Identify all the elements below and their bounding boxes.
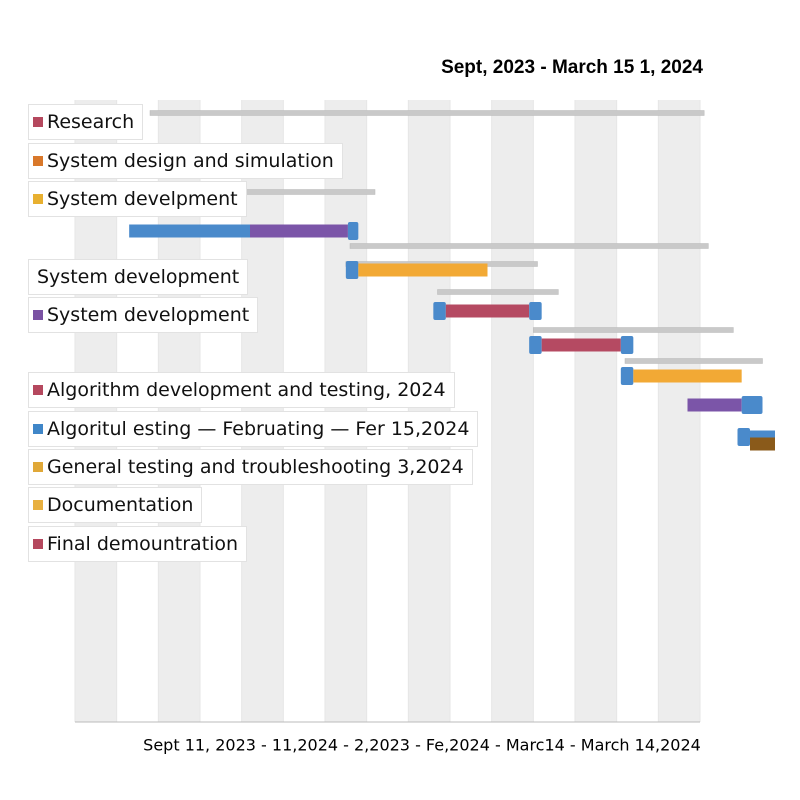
- task-bar: [345, 261, 359, 279]
- legend-item: Research: [28, 104, 144, 140]
- task-bar: [541, 338, 621, 352]
- task-bar: [687, 398, 742, 412]
- legend-label: General testing and troubleshooting 3,20…: [47, 456, 464, 478]
- task-bar: [529, 302, 542, 320]
- legend-swatch: [33, 194, 43, 204]
- span-line: [349, 243, 709, 249]
- task-bar: [129, 224, 250, 238]
- task-bar: [741, 396, 763, 414]
- x-axis-label: Sept 11, 2023 - 11,2024 - 2,2023 - Fe,20…: [143, 736, 701, 755]
- task-bar: [433, 302, 446, 320]
- legend-label: Documentation: [47, 494, 194, 516]
- legend-item: System design and simulation: [28, 143, 343, 179]
- stripe: [491, 100, 534, 722]
- task-bar: [737, 428, 750, 446]
- legend-label: System development: [37, 266, 240, 288]
- legend-label: Algorithm development and testing, 2024: [47, 379, 446, 401]
- task-bar: [358, 263, 488, 277]
- legend-label: System develpment: [47, 188, 238, 210]
- task-bar: [347, 222, 359, 240]
- legend-label: Final demountration: [47, 533, 239, 555]
- legend-item: System development: [28, 259, 249, 295]
- legend-swatch: [33, 117, 43, 127]
- legend-item: Final demountration: [28, 526, 248, 562]
- task-bar: [620, 367, 634, 385]
- legend-swatch: [33, 424, 43, 434]
- legend-swatch: [33, 500, 43, 510]
- legend-swatch: [33, 156, 43, 166]
- legend-item: Algoritul esting — Februating — Fer 15,2…: [28, 411, 479, 447]
- legend-item: General testing and troubleshooting 3,20…: [28, 449, 473, 485]
- stripe: [575, 100, 617, 722]
- legend-item: System development: [28, 297, 259, 333]
- legend-swatch: [33, 385, 43, 395]
- legend-swatch: [33, 462, 43, 472]
- task-bar: [250, 224, 348, 238]
- task-bar: [620, 336, 634, 354]
- legend-item: System develpment: [28, 181, 247, 217]
- legend-label: Research: [47, 111, 135, 133]
- span-line: [241, 189, 376, 195]
- legend-label: System development: [47, 304, 250, 326]
- span-line: [437, 289, 559, 295]
- span-line: [624, 358, 763, 364]
- task-bar: [529, 336, 542, 354]
- task-bar: [750, 437, 775, 451]
- legend-item: Algorithm development and testing, 2024: [28, 372, 455, 408]
- legend-label: Algoritul esting — Februating — Fer 15,2…: [47, 418, 470, 440]
- span-line: [533, 327, 734, 333]
- task-bar: [445, 304, 530, 318]
- legend-swatch: [33, 539, 43, 549]
- legend-label: System design and simulation: [47, 150, 334, 172]
- chart-title: Sept, 2023 - March 15 1, 2024: [441, 57, 703, 78]
- span-line: [149, 110, 705, 116]
- legend-swatch: [33, 310, 43, 320]
- task-bar: [633, 369, 742, 383]
- legend-item: Documentation: [28, 487, 203, 523]
